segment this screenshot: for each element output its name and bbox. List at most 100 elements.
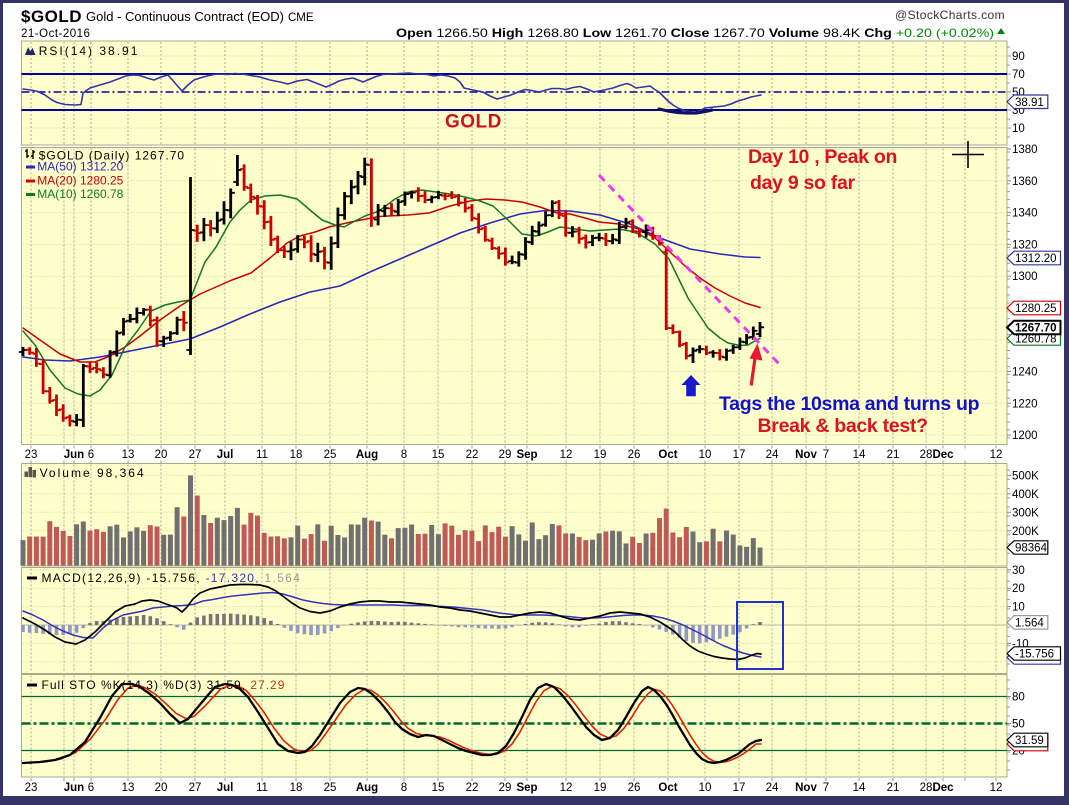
svg-text:21: 21 <box>887 449 900 461</box>
svg-text:Sep: Sep <box>516 449 537 461</box>
svg-text:Gold - Continuous Contract (EO: Gold - Continuous Contract (EOD) <box>86 9 284 24</box>
svg-text:Dec: Dec <box>932 782 954 794</box>
svg-text:Sep: Sep <box>516 782 537 794</box>
svg-text:15: 15 <box>432 782 445 794</box>
svg-text:21: 21 <box>887 782 900 794</box>
svg-text:14: 14 <box>853 449 866 461</box>
svg-text:25: 25 <box>324 449 337 461</box>
svg-text:13: 13 <box>122 782 135 794</box>
svg-text:26: 26 <box>628 782 641 794</box>
svg-text:1260.78: 1260.78 <box>1015 334 1057 346</box>
svg-text:23: 23 <box>25 782 38 794</box>
svg-text:27: 27 <box>189 449 202 461</box>
svg-text:Nov: Nov <box>795 782 817 794</box>
svg-text:6: 6 <box>88 449 94 461</box>
svg-text:Oct: Oct <box>658 782 677 794</box>
svg-text:14: 14 <box>853 782 866 794</box>
svg-text:11: 11 <box>256 449 268 461</box>
svg-text:Volume 98,364: Volume 98,364 <box>40 466 146 480</box>
svg-text:12: 12 <box>990 782 1003 794</box>
svg-text:MA(20) 1280.25: MA(20) 1280.25 <box>37 174 123 188</box>
svg-text:1312.20: 1312.20 <box>1015 253 1057 265</box>
svg-text:24: 24 <box>766 449 779 461</box>
svg-text:70: 70 <box>1012 69 1025 81</box>
svg-text:6: 6 <box>88 782 94 794</box>
svg-text:Open 1266.50 High 1268.80 Low: Open 1266.50 High 1268.80 Low 1261.70 Cl… <box>396 26 994 40</box>
svg-text:11: 11 <box>256 782 268 794</box>
svg-text:Aug: Aug <box>356 782 378 794</box>
svg-text:500K: 500K <box>1012 470 1039 482</box>
svg-text:12: 12 <box>560 449 573 461</box>
svg-text:-15.756: -15.756 <box>1015 649 1054 661</box>
svg-text:Full STO %K(14,3) %D(3) 31.59,: Full STO %K(14,3) %D(3) 31.59, 27.29 <box>42 678 286 692</box>
svg-text:Day 10 , Peak on: Day 10 , Peak on <box>748 146 897 168</box>
svg-text:Jul: Jul <box>217 449 234 461</box>
svg-text:8: 8 <box>401 449 407 461</box>
svg-text:29: 29 <box>499 449 512 461</box>
svg-text:50: 50 <box>1012 719 1025 731</box>
svg-text:19: 19 <box>594 449 607 461</box>
svg-text:20: 20 <box>155 449 168 461</box>
svg-text:20: 20 <box>155 782 168 794</box>
svg-text:25: 25 <box>324 782 337 794</box>
svg-text:12: 12 <box>560 782 573 794</box>
svg-text:38.91: 38.91 <box>1015 97 1044 109</box>
svg-text:27: 27 <box>189 782 202 794</box>
svg-text:day 9 so far: day 9 so far <box>750 172 855 194</box>
svg-text:1360: 1360 <box>1012 176 1038 188</box>
svg-text:1.564: 1.564 <box>1015 618 1044 630</box>
svg-text:10: 10 <box>699 782 712 794</box>
svg-text:MA(50) 1312.20: MA(50) 1312.20 <box>37 160 123 174</box>
svg-text:98364: 98364 <box>1015 543 1048 555</box>
svg-text:26: 26 <box>628 449 641 461</box>
svg-text:18: 18 <box>290 782 303 794</box>
svg-text:1200: 1200 <box>1012 430 1038 442</box>
svg-text:8: 8 <box>401 782 407 794</box>
svg-text:MACD(12,26,9) -15.756, -17.320: MACD(12,26,9) -15.756, -17.320, 1.564 <box>42 571 302 585</box>
svg-text:Oct: Oct <box>658 449 677 461</box>
svg-text:28: 28 <box>920 449 933 461</box>
svg-text:10: 10 <box>1012 123 1025 135</box>
svg-text:28: 28 <box>920 782 933 794</box>
svg-text:Break & back test?: Break & back test? <box>758 415 928 437</box>
svg-text:Jul: Jul <box>217 782 234 794</box>
svg-text:7: 7 <box>823 782 829 794</box>
svg-text:$GOLD: $GOLD <box>21 7 82 26</box>
svg-text:15: 15 <box>432 449 445 461</box>
svg-text:90: 90 <box>1012 51 1025 63</box>
svg-text:Dec: Dec <box>932 449 954 461</box>
svg-text:1380: 1380 <box>1012 144 1038 156</box>
svg-text:1240: 1240 <box>1012 367 1038 379</box>
svg-text:24: 24 <box>766 782 779 794</box>
svg-text:MA(10) 1260.78: MA(10) 1260.78 <box>37 187 123 201</box>
svg-text:Nov: Nov <box>795 449 817 461</box>
svg-text:Aug: Aug <box>356 449 378 461</box>
svg-text:17: 17 <box>733 782 746 794</box>
svg-text:Jun: Jun <box>64 782 84 794</box>
svg-text:1340: 1340 <box>1012 208 1038 220</box>
svg-text:Tags the 10sma and turns up: Tags the 10sma and turns up <box>719 393 980 415</box>
svg-text:1320: 1320 <box>1012 239 1038 251</box>
svg-text:18: 18 <box>290 449 303 461</box>
svg-text:7: 7 <box>823 449 829 461</box>
svg-text:GOLD: GOLD <box>445 112 502 133</box>
svg-text:12: 12 <box>990 449 1003 461</box>
svg-text:RSI(14) 38.91: RSI(14) 38.91 <box>39 44 140 58</box>
svg-text:@StockCharts.com: @StockCharts.com <box>895 8 1005 22</box>
svg-text:21-Oct-2016: 21-Oct-2016 <box>21 28 90 40</box>
svg-text:22: 22 <box>466 782 479 794</box>
svg-text:29: 29 <box>499 782 512 794</box>
svg-text:1300: 1300 <box>1012 271 1038 283</box>
svg-text:1267.70: 1267.70 <box>1015 323 1057 335</box>
svg-text:80: 80 <box>1012 692 1025 704</box>
svg-text:300K: 300K <box>1012 507 1039 519</box>
svg-text:10: 10 <box>699 449 712 461</box>
svg-text:22: 22 <box>466 449 479 461</box>
svg-text:200K: 200K <box>1012 526 1039 538</box>
svg-text:10: 10 <box>1012 602 1025 614</box>
svg-text:31.59: 31.59 <box>1015 735 1044 747</box>
svg-text:23: 23 <box>25 449 38 461</box>
svg-text:17: 17 <box>733 449 746 461</box>
svg-text:$GOLD (Daily) 1267.70: $GOLD (Daily) 1267.70 <box>39 149 185 163</box>
svg-text:CME: CME <box>288 12 314 24</box>
